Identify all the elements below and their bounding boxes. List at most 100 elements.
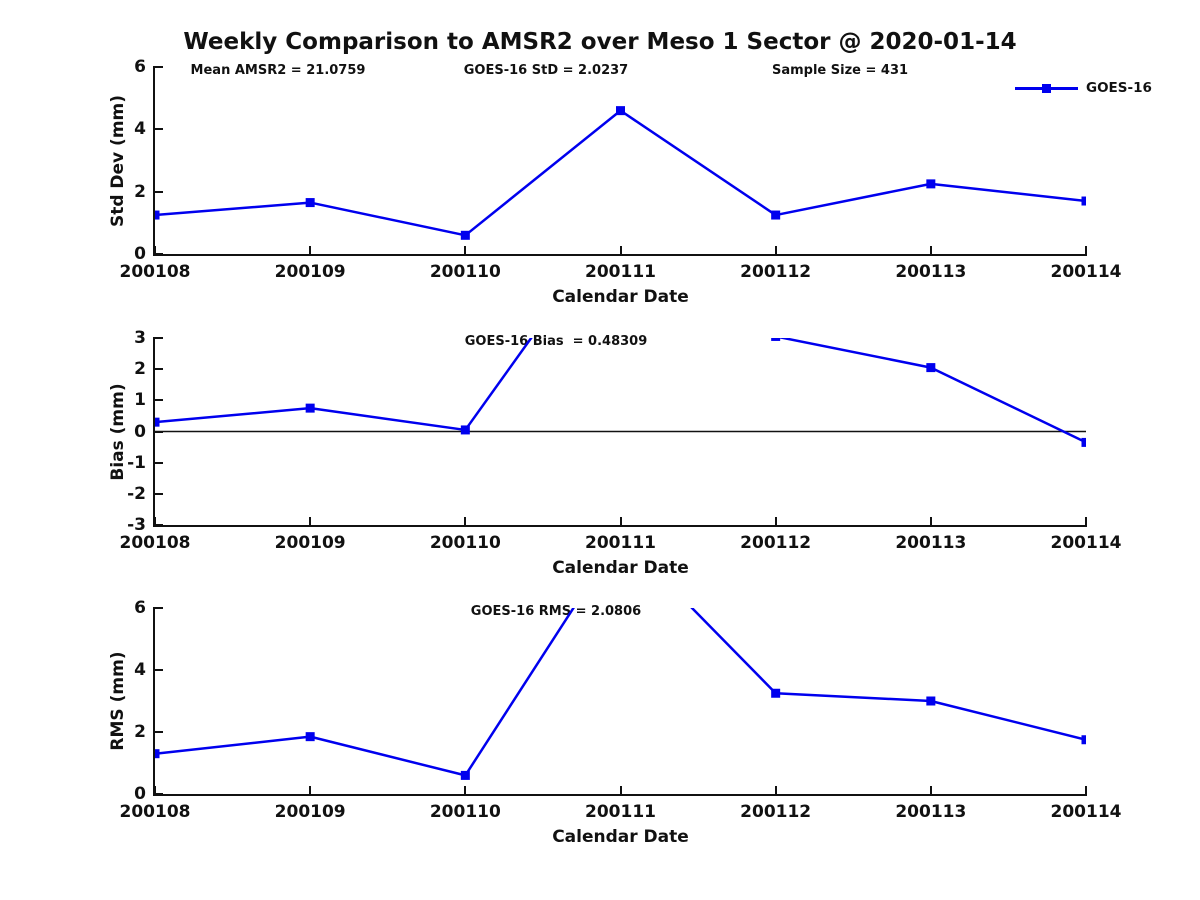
x-tick <box>774 246 777 254</box>
y-tick-label: 1 <box>134 390 146 411</box>
y-tick <box>155 190 163 193</box>
y-tick-label: 4 <box>134 119 146 140</box>
x-tick <box>1085 786 1087 794</box>
x-axis-line <box>153 794 1087 796</box>
y-tick <box>155 430 163 433</box>
data-point-marker <box>771 210 781 220</box>
data-point-marker <box>155 749 160 759</box>
y-tick-label: 2 <box>134 359 146 380</box>
data-point-marker <box>305 198 315 208</box>
plot-area <box>155 608 1086 780</box>
y-tick <box>155 461 163 464</box>
x-tick-label: 200110 <box>429 262 501 282</box>
x-tick <box>154 517 156 525</box>
y-tick <box>155 731 163 733</box>
x-tick <box>464 517 467 525</box>
data-point-marker <box>1081 196 1086 206</box>
x-tick-label: 200114 <box>1050 533 1122 553</box>
y-tick-label: 2 <box>134 181 146 202</box>
x-tick-label: 200111 <box>585 802 656 822</box>
y-tick-label: -3 <box>127 515 146 535</box>
data-point-marker <box>155 417 160 427</box>
x-tick <box>464 786 467 794</box>
y-tick <box>155 607 163 609</box>
x-tick <box>774 786 777 794</box>
y-tick <box>155 524 163 526</box>
x-axis-title: Calendar Date <box>552 558 689 578</box>
x-tick-label: 200112 <box>740 533 812 553</box>
y-tick <box>155 253 163 255</box>
series-line <box>155 608 1086 777</box>
y-tick <box>155 337 163 339</box>
data-point-marker <box>926 179 936 189</box>
y-tick <box>155 128 163 131</box>
data-point-marker <box>1081 735 1086 745</box>
y-tick <box>155 368 163 371</box>
x-tick <box>1085 517 1087 525</box>
x-tick-label: 200108 <box>119 262 191 282</box>
data-point-marker <box>926 696 936 706</box>
annotation: GOES-16 RMS = 2.0806 <box>470 604 642 619</box>
y-axis-title: Std Dev (mm) <box>108 94 128 227</box>
x-tick <box>929 246 932 254</box>
figure-title: Weekly Comparison to AMSR2 over Meso 1 S… <box>183 29 1017 55</box>
data-point-marker <box>305 403 315 413</box>
y-tick <box>155 492 163 495</box>
y-tick <box>155 793 163 795</box>
data-point-marker <box>460 770 470 780</box>
x-tick-label: 200110 <box>429 533 501 553</box>
data-point-marker <box>155 210 160 220</box>
x-tick-label: 200111 <box>585 533 656 553</box>
x-tick-label: 200113 <box>895 262 967 282</box>
y-tick-label: 3 <box>134 328 146 348</box>
data-point-marker <box>460 425 470 435</box>
x-tick-label: 200109 <box>274 802 346 822</box>
x-tick-label: 200113 <box>895 802 967 822</box>
y-tick-label: -2 <box>127 483 146 504</box>
data-point-marker <box>460 230 470 240</box>
x-tick <box>154 786 156 794</box>
y-tick-label: 4 <box>134 660 146 680</box>
x-tick-label: 200112 <box>740 262 812 282</box>
x-tick-label: 200114 <box>1050 262 1122 282</box>
x-tick <box>1085 246 1087 254</box>
annotation: Sample Size = 431 <box>771 63 909 78</box>
x-axis-line <box>153 254 1087 256</box>
x-tick <box>619 246 622 254</box>
x-tick <box>774 517 777 525</box>
x-tick-label: 200112 <box>740 802 812 822</box>
y-tick-label: -1 <box>127 452 146 473</box>
y-tick-label: 6 <box>134 598 146 618</box>
data-point-marker <box>771 338 781 341</box>
x-axis-line <box>153 525 1087 527</box>
plot-area <box>155 106 1086 240</box>
y-tick-label: 2 <box>134 722 146 742</box>
x-tick-label: 200113 <box>895 533 967 553</box>
data-point-marker <box>616 106 625 116</box>
x-tick <box>619 517 622 525</box>
data-point-marker <box>305 732 315 742</box>
y-tick-label: 0 <box>134 244 146 264</box>
data-point-marker <box>1081 437 1086 447</box>
x-tick <box>464 246 467 254</box>
annotation: Mean AMSR2 = 21.0759 <box>190 63 366 78</box>
x-axis-title: Calendar Date <box>552 827 689 847</box>
x-tick <box>929 786 932 794</box>
x-tick-label: 200108 <box>119 533 191 553</box>
y-tick <box>155 66 163 68</box>
x-axis-title: Calendar Date <box>552 287 689 307</box>
y-axis-title: Bias (mm) <box>108 382 128 481</box>
annotation: GOES-16 StD = 2.0237 <box>463 63 629 78</box>
legend-line-sample <box>1015 87 1078 90</box>
x-tick-label: 200111 <box>585 262 656 282</box>
x-tick-label: 200108 <box>119 802 191 822</box>
data-point-marker <box>926 363 936 373</box>
x-tick <box>619 786 622 794</box>
y-axis-line <box>153 337 155 526</box>
x-tick <box>154 246 156 254</box>
series-line <box>155 109 1086 237</box>
